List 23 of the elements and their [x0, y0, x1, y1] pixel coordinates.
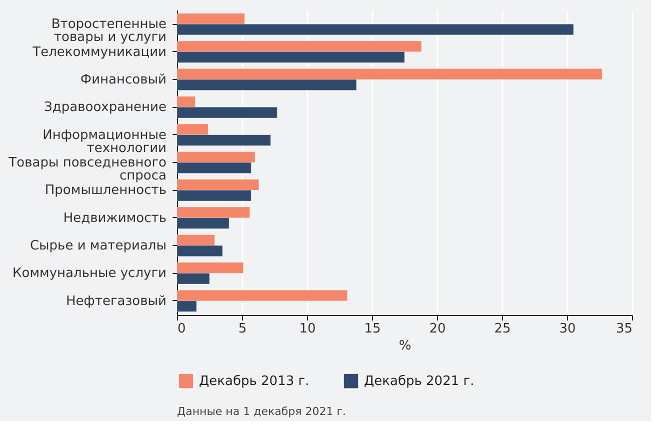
y-tick-label: Информационные технологии	[42, 128, 166, 156]
x-tick-label: 5	[238, 322, 247, 336]
text: Данные на 1 декабря 2021 г.	[177, 405, 346, 418]
x-tick-label: 25	[494, 322, 511, 336]
y-tick-label: Нефтегазовый	[66, 294, 166, 309]
x-tick-label: 0	[178, 322, 186, 336]
y-tick-label: Сырье и материалы	[30, 238, 166, 254]
x-tick-label: 15	[364, 322, 381, 336]
x-tick-label: 20	[429, 322, 446, 336]
y-tick-label: Промышленность	[44, 183, 166, 198]
y-tick-label: Здравоохранение	[44, 100, 166, 116]
legend-label: Декабрь 2021 г.	[364, 374, 474, 390]
x-axis-title: %	[398, 338, 412, 354]
y-tick-label: Финансовый	[80, 72, 166, 88]
y-tick-label: Товары повседневного спроса	[8, 156, 167, 184]
y-tick-label: Второстепенные товары и услуги	[51, 17, 166, 46]
legend-label: Декабрь 2013 г.	[199, 374, 310, 390]
x-tick-label: 10	[299, 322, 316, 336]
x-tick-label: 35	[616, 322, 632, 336]
y-tick-label: Недвижимость	[63, 210, 166, 226]
y-tick-label: Телекоммуникации	[32, 44, 166, 60]
y-tick-label: Коммунальные услуги	[12, 266, 166, 282]
x-tick-label: 30	[559, 322, 576, 336]
